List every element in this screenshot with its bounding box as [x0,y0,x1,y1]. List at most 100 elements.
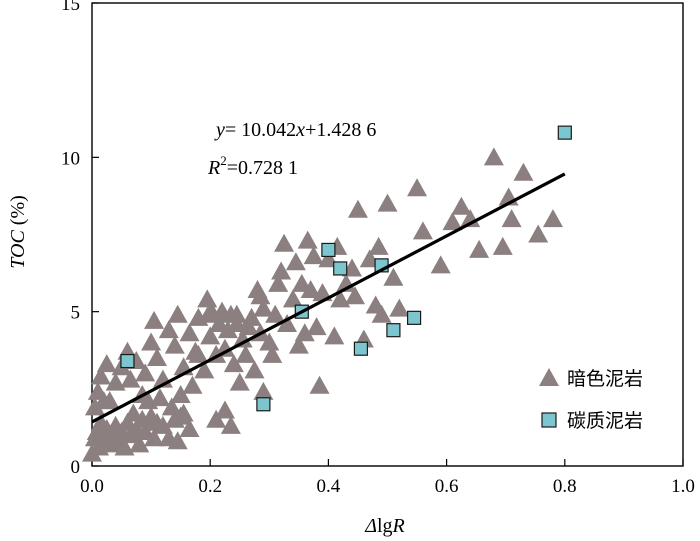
dark-mudstone-point [188,344,209,363]
y-tick-label: 10 [61,148,80,169]
dark-mudstone-point [265,304,286,323]
dark-mudstone-point [226,304,247,323]
dark-mudstone-point [271,261,292,280]
dark-mudstone-point [135,363,156,382]
carbonaceous-mudstone-point [353,341,369,356]
carbonaceous-mudstone-point [321,242,336,258]
dark-mudstone-point [229,372,250,391]
r-squared-label: R2=0.728 1 [207,153,298,179]
regression-line-group [91,172,566,424]
dark-mudstone-point [285,252,306,271]
dark-mudstone-point [144,428,165,447]
dark-mudstone-point [501,209,522,228]
dark-mudstone-point [129,434,150,453]
dark-mudstone-point [167,431,188,450]
dark-mudstone-point [206,409,227,428]
axes [91,2,684,467]
dark-mudstone-point [442,212,463,231]
dark-mudstone-point [250,286,271,305]
dark-mudstone-point [469,239,490,258]
dark-mudstone-point [99,391,120,410]
dark-mudstone-point [200,301,221,320]
x-tick-label: 1.0 [671,476,695,497]
dark-mudstone-point [371,304,392,323]
dark-mudstone-point [451,196,472,215]
dark-mudstone-point [170,385,191,404]
dark-mudstone-point [430,255,451,274]
dark-mudstone-point [120,369,141,388]
dark-mudstone-point [412,221,433,240]
dark-mudstone-point [217,320,238,339]
dark-mudstone-point [84,397,105,416]
dark-mudstone-point [528,224,549,243]
carbonaceous-mudstone-point [120,353,135,369]
dark-mudstone-point [197,289,218,308]
dark-mudstone-point [483,147,504,166]
dark-mudstone-point [368,236,389,255]
x-tick-label: 0.6 [435,476,459,497]
dark-mudstone-point [513,162,534,181]
regression-line [91,172,566,424]
y-tick-label: 15 [61,0,80,15]
dark-mudstone-point [268,273,289,292]
dark-mudstone-point [330,289,351,308]
dark-mudstone-point [114,437,135,456]
dark-mudstone-point [294,323,315,342]
y-tick-label: 0 [71,457,81,478]
carbonaceous-mudstone-point [386,323,401,338]
dark-mudstone-point [223,354,244,373]
dark-mudstone-point [214,400,235,419]
dark-mudstone-point [235,344,256,363]
dark-mudstone-point [158,320,179,339]
axis-ticks: 0.0 0.2 0.4 0.6 0.8 1.0 0 5 10 15 [61,0,695,497]
dark-mudstone-point [303,246,324,265]
dark-mudstone-point [389,298,410,317]
dark-mudstone-point [226,314,247,333]
dark-mudstone-point [141,332,162,351]
dark-mudstone-point [105,372,126,391]
dark-mudstone-point [274,233,295,252]
dark-mudstone-point [383,267,404,286]
legend-label-carbonaceous-mudstone: 碳质泥岩 [567,410,643,432]
dark-mudstone-point [170,406,191,425]
dark-mudstone-point [407,178,428,197]
dark-mudstone-point [259,332,280,351]
dark-mudstone-point [200,326,221,345]
dark-mudstone-point [262,344,283,363]
dark-mudstone-point [300,280,321,299]
regression-equation: y= 10.042x+1.428 6 [214,119,376,141]
dark-mudstone-point [147,347,168,366]
carbonaceous-mudstone-point [256,397,271,412]
dark-mudstone-point [324,326,345,345]
dark-mudstone-point [277,314,298,333]
dark-mudstone-point [149,388,170,407]
dark-mudstone-point [194,360,215,379]
dark-mudstone-point [167,304,188,323]
dark-mudstone-point [347,199,368,218]
dark-mudstone-point [161,397,182,416]
dark-mudstone-point [144,310,165,329]
x-tick-label: 0.2 [198,476,222,497]
x-tick-label: 0.4 [317,476,341,497]
dark-mudstone-point [344,286,365,305]
dark-mudstone-point [238,317,259,336]
dark-mudstone-point [492,236,513,255]
dark-mudstone-point [282,289,303,308]
dark-mudstone-point [244,360,265,379]
dark-mudstone-point [182,375,203,394]
carbonaceous-mudstone-point [406,310,422,325]
y-axis-label: TOC (%) [7,195,29,269]
y-tick-label: 5 [71,303,81,324]
carbonaceous-mudstone-point [557,125,572,140]
legend-label-dark-mudstone: 暗色泥岩 [567,368,643,390]
dark-mudstone-point [542,209,563,228]
dark-mudstone-point [297,230,318,249]
dark-mudstone-point [87,381,108,400]
dark-mudstone-point [152,415,173,434]
dark-mudstone-point [253,381,274,400]
x-tick-label: 0.8 [553,476,577,497]
x-axis-label: ΔlgR [364,515,405,537]
dark-mudstone-point [214,338,235,357]
dark-mudstone-point [220,415,241,434]
